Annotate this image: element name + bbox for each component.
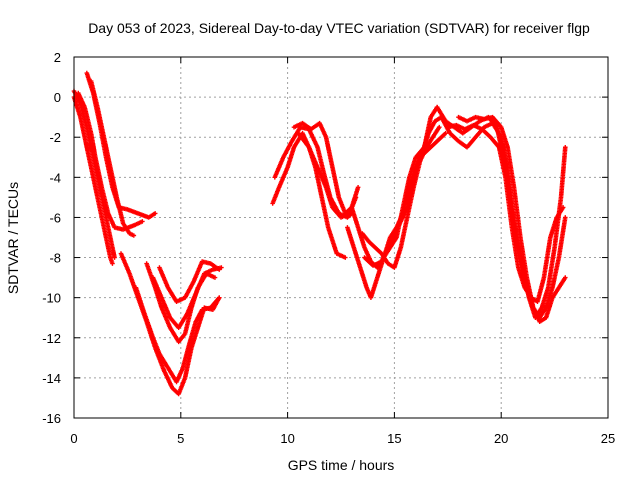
axis-ticks [73,56,609,419]
data-point-marker [212,275,218,280]
data-point-marker [131,233,137,238]
x-tick-labels: 0 5 10 15 20 25 [70,431,615,446]
series-e2 [349,114,444,270]
data-point-marker [443,130,448,136]
y-tick-label: -12 [42,331,61,346]
data-point-marker [112,255,117,260]
y-tick-label: 0 [54,90,61,105]
y-tick-label: -4 [49,170,61,185]
series-c3 [150,265,224,331]
x-tick-label: 20 [494,431,508,446]
series-a3 [75,90,145,232]
data-point-marker [353,195,359,200]
series-e1 [345,104,440,300]
data-point-marker [216,295,222,300]
grid-lines [74,57,608,418]
data-point-marker [562,215,568,220]
data-point-marker [562,144,568,150]
data-point-marker [152,211,158,216]
x-axis-label: GPS time / hours [288,457,395,473]
y-tick-label: -10 [42,291,61,306]
plot-frame [73,56,609,419]
y-tick-label: -8 [49,251,61,266]
series-f4 [456,114,568,325]
x-tick-label: 25 [601,431,615,446]
series-a1 [71,94,115,266]
y-axis-label: SDTVAR / TECUs [5,182,21,294]
data-point-marker [140,219,145,224]
series-b2 [133,285,222,385]
data-point-marker [436,124,442,130]
data-point-marker [560,205,566,210]
x-tick-label: 0 [70,431,77,446]
y-tick-label: -6 [49,210,61,225]
series-e4 [362,130,448,268]
y-tick-label: 2 [54,50,61,65]
y-tick-label: -2 [49,130,61,145]
series-a5 [88,78,137,238]
y-tick-label: -14 [42,371,61,386]
chart-title: Day 053 of 2023, Sidereal Day-to-day VTE… [88,20,590,36]
x-tick-label: 15 [387,431,401,446]
data-point-marker [562,275,568,280]
data-point-marker [342,255,348,260]
x-tick-label: 5 [177,431,184,446]
data-point-marker [219,265,224,270]
series-f3 [445,122,566,304]
data-series [71,70,568,397]
x-tick-label: 10 [280,431,294,446]
series-d4 [295,130,359,220]
y-tick-labels: 2 0 -2 -4 -6 -8 -10 -12 -14 -16 [42,50,61,426]
data-point-marker [110,261,115,266]
data-point-marker [355,185,361,190]
y-tick-label: -16 [42,411,61,426]
